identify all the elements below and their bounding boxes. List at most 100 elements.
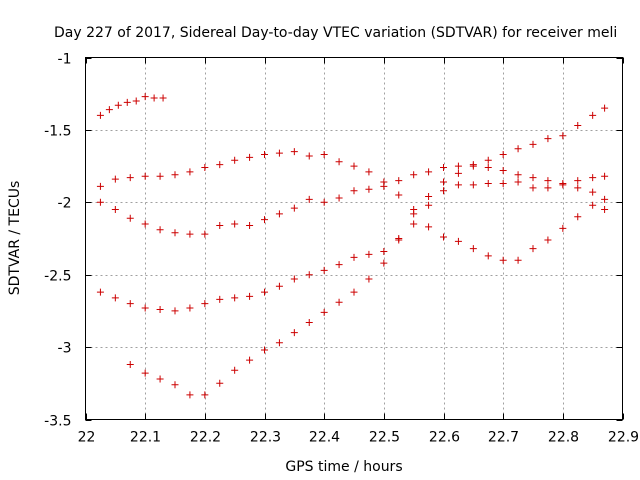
data-point-arc-4 — [440, 187, 447, 195]
x-tick-label: 22.7 — [488, 430, 519, 446]
data-point-arc-3 — [395, 177, 403, 185]
data-point-arc-1 — [150, 94, 158, 102]
data-point-arc-4 — [559, 181, 567, 189]
x-axis-label: GPS time / hours — [285, 459, 402, 475]
data-point-arc-3 — [171, 229, 179, 237]
data-point-arc-5 — [126, 360, 134, 368]
data-point-arc-4 — [589, 174, 597, 182]
data-point-arc-4 — [484, 179, 492, 187]
data-point-arc-5 — [529, 140, 537, 148]
data-point-arc-5 — [156, 375, 164, 383]
data-point-arc-2 — [246, 153, 254, 161]
data-point-arc-4 — [305, 271, 313, 279]
data-point-arc-2 — [484, 252, 492, 260]
data-point-arc-5 — [201, 391, 209, 399]
data-point-arc-2 — [111, 175, 119, 183]
y-tick-label: -3.5 — [44, 414, 71, 430]
data-point-arc-2 — [365, 168, 373, 176]
data-point-arc-2 — [305, 152, 313, 160]
data-point-arc-3 — [425, 168, 433, 176]
data-point-arc-4 — [320, 266, 328, 274]
data-point-arc-4 — [126, 300, 134, 308]
data-point-arc-5 — [186, 391, 194, 399]
data-point-arc-5 — [469, 162, 477, 170]
data-point-arc-5 — [514, 145, 522, 153]
data-point-arc-2 — [601, 206, 609, 214]
data-point-arc-5 — [440, 178, 447, 186]
data-point-arc-5 — [484, 156, 492, 164]
data-point-arc-3 — [320, 198, 328, 206]
data-point-arc-5 — [395, 236, 403, 244]
data-point-arc-3 — [601, 195, 609, 203]
data-point-arc-3 — [454, 162, 462, 170]
data-point-arc-1 — [96, 111, 104, 119]
data-point-arc-3 — [141, 220, 149, 228]
data-point-arc-2 — [544, 236, 552, 244]
data-point-arc-4 — [335, 261, 343, 269]
data-point-arc-4 — [365, 250, 373, 258]
data-point-arc-5 — [365, 275, 373, 283]
data-point-arc-4 — [514, 178, 522, 186]
data-point-arc-4 — [410, 220, 418, 228]
data-point-arc-4 — [201, 300, 209, 308]
data-point-arc-4 — [141, 304, 149, 312]
data-point-arc-4 — [499, 179, 507, 187]
data-point-arc-2 — [395, 191, 403, 199]
y-tick-label: -3 — [58, 341, 72, 357]
y-tick-labels: -3.5 -3 -2.5 -2 -1.5 -1 — [44, 52, 71, 430]
data-point-arc-4 — [275, 282, 283, 290]
x-tick-label: 22 — [78, 430, 96, 446]
data-point-arc-4 — [574, 177, 582, 185]
data-point-arc-3 — [231, 220, 239, 228]
data-point-arc-4 — [216, 295, 224, 303]
data-point-arc-1 — [132, 97, 140, 105]
data-point-arc-5 — [320, 308, 328, 316]
y-tick-label: -1 — [58, 52, 72, 68]
data-point-arc-3 — [574, 184, 582, 192]
data-point-arc-2 — [290, 148, 298, 156]
data-point-arc-4 — [231, 294, 239, 302]
data-point-arc-1 — [114, 101, 122, 109]
data-point-arc-2 — [514, 256, 522, 264]
data-point-arc-5 — [141, 369, 149, 377]
data-point-arc-4 — [96, 288, 104, 296]
data-point-arc-2 — [589, 201, 597, 209]
data-point-arc-4 — [111, 294, 119, 302]
data-point-arc-2 — [440, 233, 447, 241]
data-point-arc-3 — [201, 230, 209, 238]
x-tick-label: 22.8 — [548, 430, 579, 446]
y-tick-label: -2.5 — [44, 269, 71, 285]
data-point-arc-5 — [380, 259, 388, 267]
data-point-arc-3 — [335, 194, 343, 202]
data-point-arc-2 — [469, 245, 477, 253]
data-point-arc-5 — [589, 111, 597, 119]
data-point-arc-2 — [350, 162, 358, 170]
data-point-arc-2 — [156, 172, 164, 180]
data-point-arc-3 — [499, 166, 507, 174]
data-point-arc-5 — [544, 135, 552, 143]
data-point-arc-5 — [499, 151, 507, 159]
data-point-arc-3 — [484, 164, 492, 172]
data-point-arc-5 — [305, 318, 313, 326]
data-point-arc-2 — [186, 168, 194, 176]
data-point-arc-5 — [350, 288, 358, 296]
data-point-arc-1 — [123, 98, 131, 106]
data-point-arc-3 — [410, 171, 418, 179]
data-point-arc-1 — [105, 106, 113, 114]
data-point-arc-4 — [425, 201, 433, 209]
data-point-arc-5 — [231, 366, 239, 374]
data-point-arc-4 — [156, 305, 164, 313]
data-point-arc-2 — [574, 213, 582, 221]
data-point-arc-5 — [275, 339, 283, 347]
data-point-arc-4 — [261, 288, 268, 296]
x-tick-label: 22.6 — [429, 430, 460, 446]
data-point-arc-2 — [559, 224, 567, 232]
data-point-arc-3 — [529, 174, 537, 182]
data-point-arc-2 — [320, 151, 328, 159]
data-point-arc-3 — [261, 216, 268, 224]
data-point-arc-4 — [246, 292, 254, 300]
plot-frame — [85, 57, 623, 420]
data-point-arc-3 — [440, 164, 447, 172]
data-point-arc-5 — [216, 379, 224, 387]
data-point-arc-2 — [499, 256, 507, 264]
